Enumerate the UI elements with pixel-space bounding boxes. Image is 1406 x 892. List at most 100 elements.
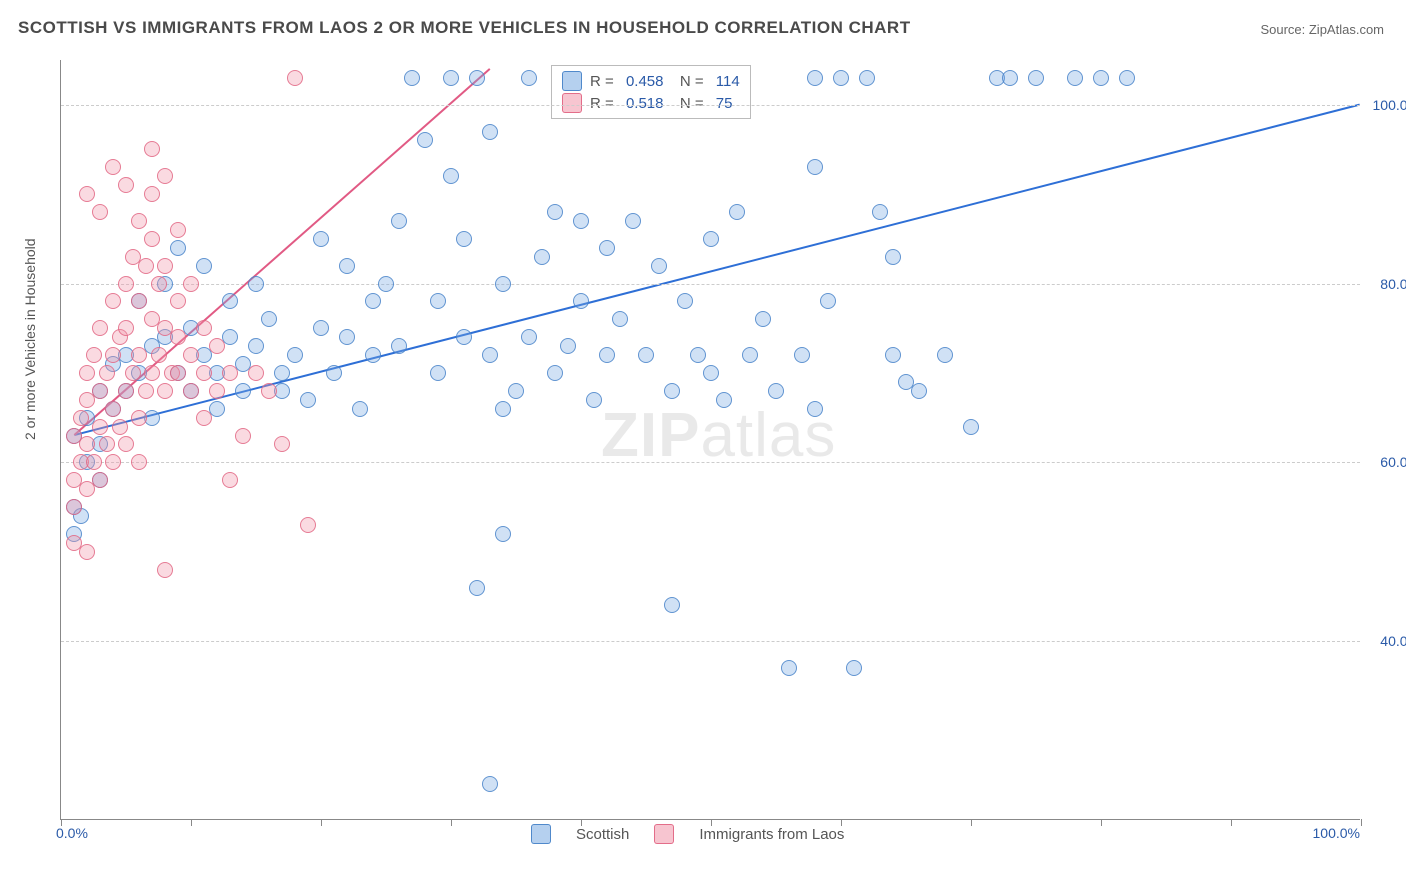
scatter-point-scottish: [885, 249, 901, 265]
swatch-pink-icon: [562, 93, 582, 113]
scatter-point-laos: [235, 428, 251, 444]
scatter-point-laos: [105, 401, 121, 417]
scatter-point-laos: [105, 347, 121, 363]
swatch-blue-icon: [562, 71, 582, 91]
scatter-point-scottish: [365, 347, 381, 363]
scatter-point-scottish: [365, 293, 381, 309]
scatter-point-scottish: [456, 329, 472, 345]
x-tick: [971, 819, 972, 826]
scatter-point-scottish: [443, 168, 459, 184]
scatter-point-laos: [196, 410, 212, 426]
scatter-point-laos: [131, 454, 147, 470]
stat-r-val: 0.518: [626, 95, 664, 112]
scatter-point-scottish: [820, 293, 836, 309]
stat-n-val: 75: [716, 95, 733, 112]
scatter-plot-area: ZIPatlas R = 0.458 N = 114 R = 0.518 N =…: [60, 60, 1360, 820]
scatter-point-scottish: [963, 419, 979, 435]
scatter-point-laos: [222, 472, 238, 488]
scatter-point-scottish: [612, 311, 628, 327]
x-tick: [1231, 819, 1232, 826]
scatter-point-laos: [79, 436, 95, 452]
scatter-point-laos: [170, 293, 186, 309]
scatter-point-scottish: [807, 159, 823, 175]
scatter-point-scottish: [248, 276, 264, 292]
scatter-point-laos: [105, 159, 121, 175]
scatter-point-laos: [131, 293, 147, 309]
scatter-point-scottish: [833, 70, 849, 86]
scatter-point-laos: [144, 186, 160, 202]
scatter-point-laos: [170, 329, 186, 345]
scatter-point-scottish: [196, 258, 212, 274]
scatter-point-laos: [157, 383, 173, 399]
x-tick: [191, 819, 192, 826]
scatter-point-laos: [151, 276, 167, 292]
scatter-point-scottish: [547, 365, 563, 381]
legend-label-scottish: Scottish: [576, 826, 629, 843]
x-axis-max-label: 100.0%: [1313, 825, 1360, 841]
scatter-point-laos: [248, 365, 264, 381]
scatter-point-scottish: [703, 231, 719, 247]
scatter-point-laos: [209, 383, 225, 399]
scatter-point-scottish: [898, 374, 914, 390]
scatter-point-laos: [196, 365, 212, 381]
scatter-point-scottish: [573, 293, 589, 309]
scatter-point-scottish: [313, 320, 329, 336]
scatter-point-laos: [261, 383, 277, 399]
scatter-point-scottish: [716, 392, 732, 408]
x-tick: [61, 819, 62, 826]
x-tick: [711, 819, 712, 826]
y-tick-label: 80.0%: [1365, 276, 1406, 292]
scatter-point-scottish: [625, 213, 641, 229]
stat-n-val: 114: [716, 73, 740, 90]
swatch-blue-icon: [531, 824, 551, 844]
scatter-point-laos: [112, 419, 128, 435]
scatter-point-scottish: [885, 347, 901, 363]
scatter-point-scottish: [807, 70, 823, 86]
scatter-point-scottish: [287, 347, 303, 363]
scatter-point-scottish: [1119, 70, 1135, 86]
x-tick: [1361, 819, 1362, 826]
scatter-point-laos: [157, 168, 173, 184]
stat-n-label: N =: [671, 95, 707, 112]
legend-label-laos: Immigrants from Laos: [699, 826, 844, 843]
scatter-point-laos: [151, 347, 167, 363]
scatter-point-laos: [144, 141, 160, 157]
series-legend: Scottish Immigrants from Laos: [531, 824, 844, 844]
scatter-point-laos: [157, 562, 173, 578]
scatter-point-scottish: [339, 258, 355, 274]
scatter-point-laos: [144, 365, 160, 381]
scatter-point-scottish: [755, 311, 771, 327]
x-tick: [581, 819, 582, 826]
scatter-point-laos: [131, 410, 147, 426]
scatter-point-scottish: [794, 347, 810, 363]
scatter-point-scottish: [599, 240, 615, 256]
scatter-point-laos: [79, 186, 95, 202]
gridline: [61, 641, 1360, 642]
scatter-point-scottish: [326, 365, 342, 381]
scatter-point-scottish: [729, 204, 745, 220]
scatter-point-scottish: [1067, 70, 1083, 86]
scatter-point-laos: [118, 276, 134, 292]
scatter-point-laos: [131, 213, 147, 229]
scatter-point-scottish: [534, 249, 550, 265]
scatter-point-laos: [138, 383, 154, 399]
scatter-point-laos: [105, 293, 121, 309]
scatter-point-laos: [287, 70, 303, 86]
scatter-point-scottish: [274, 365, 290, 381]
stats-row-laos: R = 0.518 N = 75: [562, 92, 740, 114]
scatter-point-scottish: [664, 383, 680, 399]
scatter-point-scottish: [495, 276, 511, 292]
scatter-point-scottish: [417, 132, 433, 148]
scatter-point-laos: [183, 276, 199, 292]
scatter-point-laos: [86, 454, 102, 470]
scatter-point-scottish: [391, 338, 407, 354]
scatter-point-laos: [79, 365, 95, 381]
scatter-point-scottish: [807, 401, 823, 417]
gridline: [61, 462, 1360, 463]
scatter-point-scottish: [300, 392, 316, 408]
scatter-point-scottish: [768, 383, 784, 399]
scatter-point-scottish: [573, 213, 589, 229]
scatter-point-laos: [73, 410, 89, 426]
x-axis-min-label: 0.0%: [56, 825, 88, 841]
scatter-point-laos: [138, 258, 154, 274]
